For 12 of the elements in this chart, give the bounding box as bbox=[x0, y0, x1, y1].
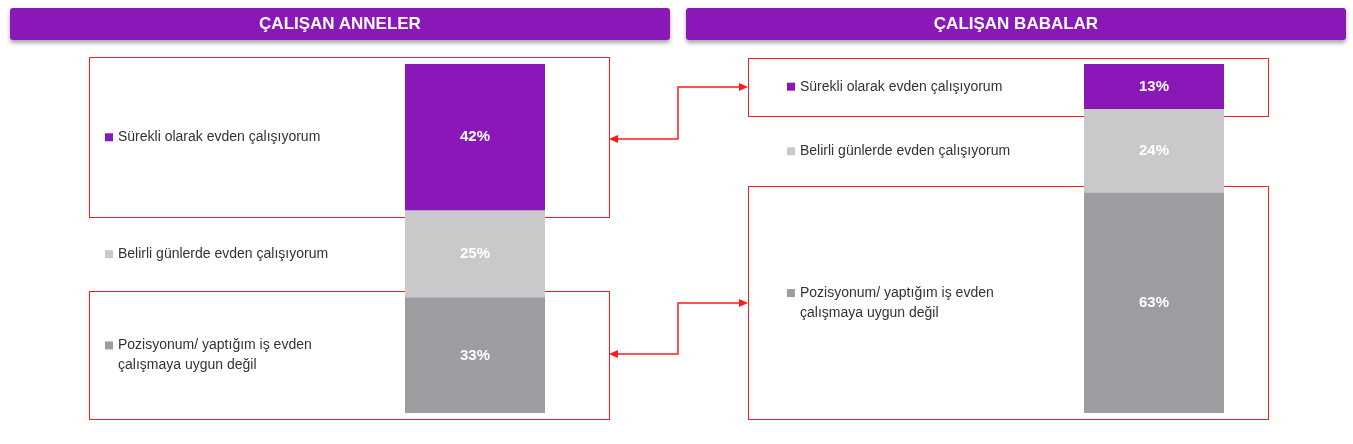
data-label: 13% bbox=[1138, 76, 1170, 94]
legend-label: Pozisyonum/ yaptığım iş evden çalışmaya uygun değil bbox=[118, 336, 312, 373]
data-label: 33% bbox=[459, 345, 491, 363]
data-label: 63% bbox=[1138, 293, 1170, 311]
data-label: 42% bbox=[459, 127, 491, 145]
legend-label: Belirli günlerde evden çalışıyorum bbox=[800, 142, 1011, 159]
legend-label: Belirli günlerde evden çalışıyorum bbox=[118, 245, 329, 262]
chart-title: ÇALIŞAN BABALAR bbox=[686, 8, 1346, 40]
legend-label: Pozisyonum/ yaptığım iş evden çalışmaya uygun değil bbox=[800, 283, 994, 320]
chart-title: ÇALIŞAN ANNELER bbox=[10, 8, 670, 40]
legend-label: Sürekli olarak evden çalışıyorum bbox=[118, 128, 321, 145]
legend-label: Sürekli olarak evden çalışıyorum bbox=[800, 77, 1003, 94]
